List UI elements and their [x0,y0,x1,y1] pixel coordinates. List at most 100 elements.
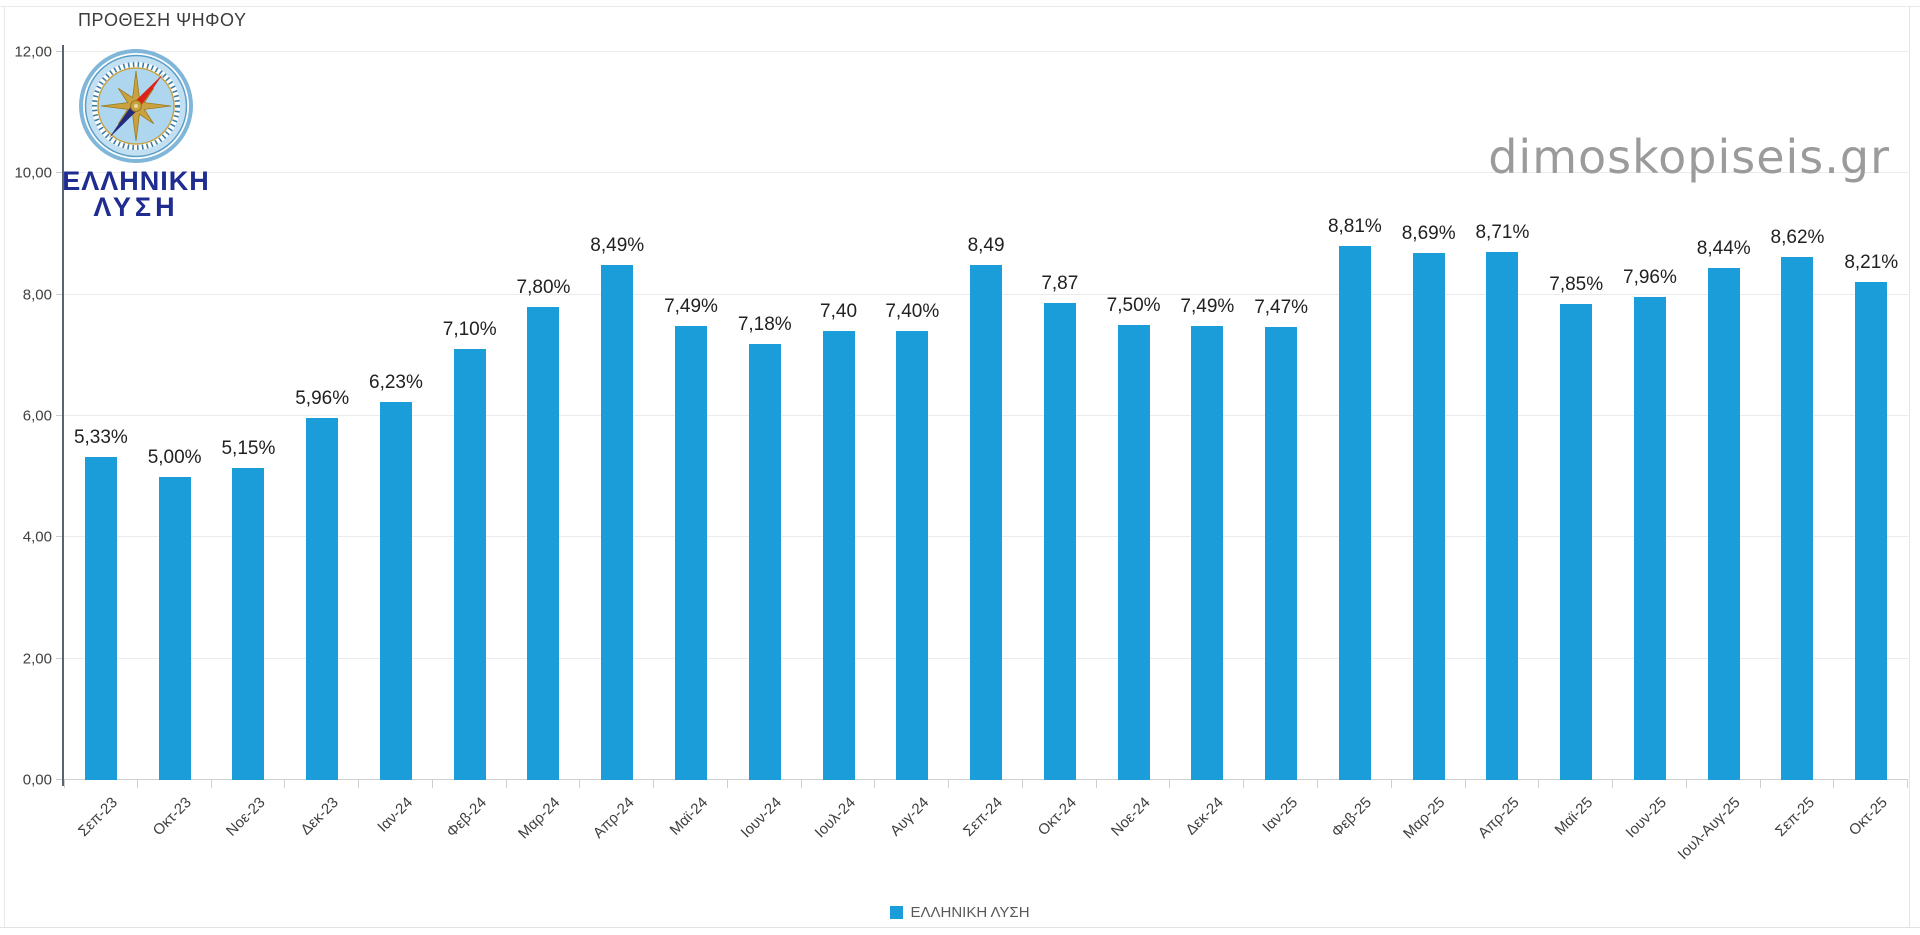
x-axis-tick-label: Ιαν-25 [1259,794,1302,836]
x-axis-tick [1464,780,1466,788]
y-axis-tick-label: 2,00 [22,650,52,668]
bar [158,476,191,780]
bar [1117,325,1150,780]
x-axis-tick-label: Μαρ-24 [515,794,564,843]
y-axis-tick-label: 0,00 [22,771,52,789]
data-label: 5,96% [295,388,350,410]
x-axis-tick [358,780,360,788]
x-axis-tick-label: Μαρ-25 [1400,794,1449,843]
y-axis-tick-label: 12,00 [14,43,52,61]
category: 5,15% Νοε-23 [212,52,286,840]
bar [1191,325,1224,780]
page-border-left [4,6,5,928]
category: 5,00% Οκτ-23 [138,52,212,839]
data-label: 8,44% [1696,237,1751,259]
data-label: 5,15% [221,437,276,459]
bar [1486,251,1519,780]
x-axis-tick-label: Νοε-24 [1107,794,1154,840]
category: 7,85% Μαϊ-25 [1539,52,1614,839]
gridline [64,51,1908,52]
x-axis-tick-label: Νοε-23 [222,794,269,840]
bar [748,344,781,780]
compass-icon [79,49,193,163]
data-label: 5,00% [147,446,202,468]
category: 8,49% Απρ-24 [580,52,655,842]
x-axis-tick [1759,780,1761,788]
x-axis-tick-label: Οκτ-24 [1034,794,1080,840]
category: 7,47% Ιαν-25 [1244,52,1319,836]
bar [601,264,634,780]
x-axis-tick-label: Δεκ-23 [297,794,343,839]
data-label: 7,49% [1180,295,1235,317]
category: 6,23% Ιαν-24 [359,52,433,836]
legend: ΕΛΛΗΝΙΚΗ ΛΥΣΗ [0,904,1920,921]
category: 7,96% Ιουν-25 [1613,52,1687,841]
x-axis-tick [136,780,138,788]
data-label: 8,49% [590,234,645,256]
data-label: 8,71% [1475,221,1530,243]
category: 8,62% Σεπ-25 [1761,52,1835,840]
data-label: 7,80% [516,276,571,298]
data-label: 7,40% [885,301,940,323]
bar [1265,326,1298,780]
chart-title: ΠΡΟΘΕΣΗ ΨΗΦΟΥ [78,10,247,30]
bar [84,456,117,780]
y-axis-tick [56,779,62,780]
category: 5,96% Δεκ-23 [285,52,360,838]
y-axis-tick [56,536,62,538]
bar [1043,302,1076,780]
bar [1781,257,1814,780]
data-label: 7,87 [1041,272,1079,294]
x-axis-tick-label: Σεπ-23 [74,794,121,840]
bar [1855,281,1888,780]
y-axis-tick [56,51,62,52]
page-border-bottom [0,927,1920,928]
data-label: 8,69% [1401,222,1456,244]
bar [232,467,265,780]
x-axis-tick [210,780,212,788]
data-label: 7,50% [1106,295,1161,316]
x-axis-tick [1095,780,1097,788]
legend-swatch [890,906,904,919]
x-axis-tick [284,780,286,788]
bar [970,264,1003,780]
data-label: 5,33% [73,426,128,448]
category: 8,44% Ιουλ-Αυγ-25 [1675,52,1761,863]
x-axis-tick-label: Οκτ-23 [149,794,195,840]
bar [453,349,486,780]
category: 7,80% Μαρ-24 [507,52,581,842]
x-axis-tick [1243,780,1245,788]
x-axis-tick-label: Ιουλ-Αυγ-25 [1674,794,1744,864]
y-axis-tick [56,415,62,416]
x-axis-tick [726,780,728,788]
plot-area: 5,33% Σεπ-23 5,00% Οκτ-23 5,15% Νοε-23 5,96% Δε… [64,51,1909,863]
x-axis-tick-label: Απρ-24 [589,794,638,842]
x-axis-tick-label: Μαϊ-25 [1551,794,1597,839]
x-axis-tick [1169,780,1171,788]
data-label: 7,10% [442,319,497,341]
data-label: 7,49% [664,295,718,317]
category: 7,18% Ιουν-24 [728,52,802,841]
x-axis-tick [431,780,433,788]
y-axis-tick-label: 10,00 [14,164,52,182]
x-axis-tick-label: Μαϊ-24 [666,794,712,839]
data-label: 7,96% [1623,267,1677,289]
bar [1560,303,1593,780]
x-axis-tick-label: Οκτ-25 [1846,794,1892,840]
x-axis-tick-label: Αυγ-24 [886,794,933,840]
x-axis-tick-label: Δεκ-24 [1182,794,1228,839]
category: 8,69% Μαρ-25 [1392,52,1466,842]
x-axis-tick-label: Φεβ-25 [1328,794,1375,841]
bar [896,331,929,780]
y-axis-tick [56,293,62,295]
x-axis-tick [874,780,876,788]
data-label: 8,81% [1327,215,1382,237]
category: 7,49% Μαϊ-24 [654,52,728,839]
watermark: dimoskopiseis.gr [1488,130,1890,184]
bar [1707,267,1740,780]
y-axis-tick-label: 4,00 [22,528,52,546]
y-axis-tick-label: 8,00 [22,286,52,304]
bar [822,331,855,780]
category: 7,87 Οκτ-24 [1023,52,1097,839]
